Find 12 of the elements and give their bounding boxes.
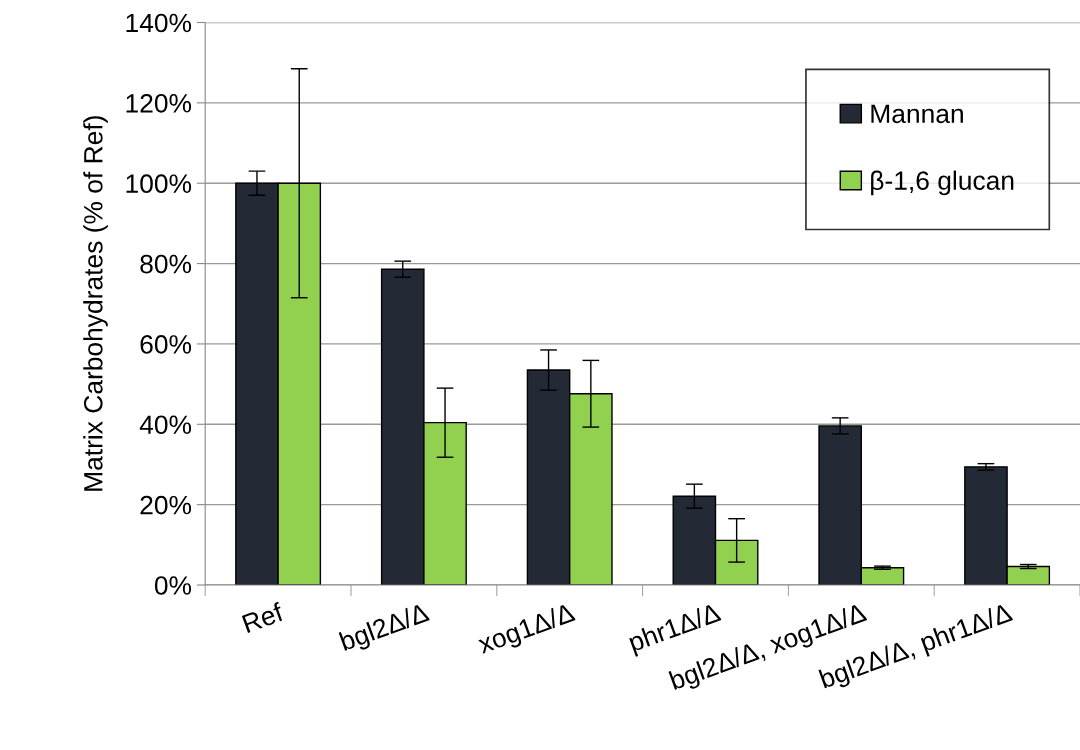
y-tick-label: 0%: [154, 576, 192, 595]
y-tick-label: 80%: [140, 254, 192, 274]
y-tick-label: 140%: [126, 13, 192, 33]
y-tick-label: 100%: [126, 174, 192, 194]
x-tick-label: Ref: [241, 601, 285, 634]
y-tick-label: 40%: [139, 415, 192, 435]
y-axis-title: Matrix Carbohydrates (% of Ref): [83, 116, 108, 491]
y-tick-label: 120%: [126, 93, 192, 113]
legend-label: β-1,6 glucan: [871, 170, 1014, 196]
y-tick-label: 60%: [140, 335, 192, 354]
legend-label: Mannan: [871, 104, 963, 124]
y-tick-label: 20%: [140, 495, 192, 515]
